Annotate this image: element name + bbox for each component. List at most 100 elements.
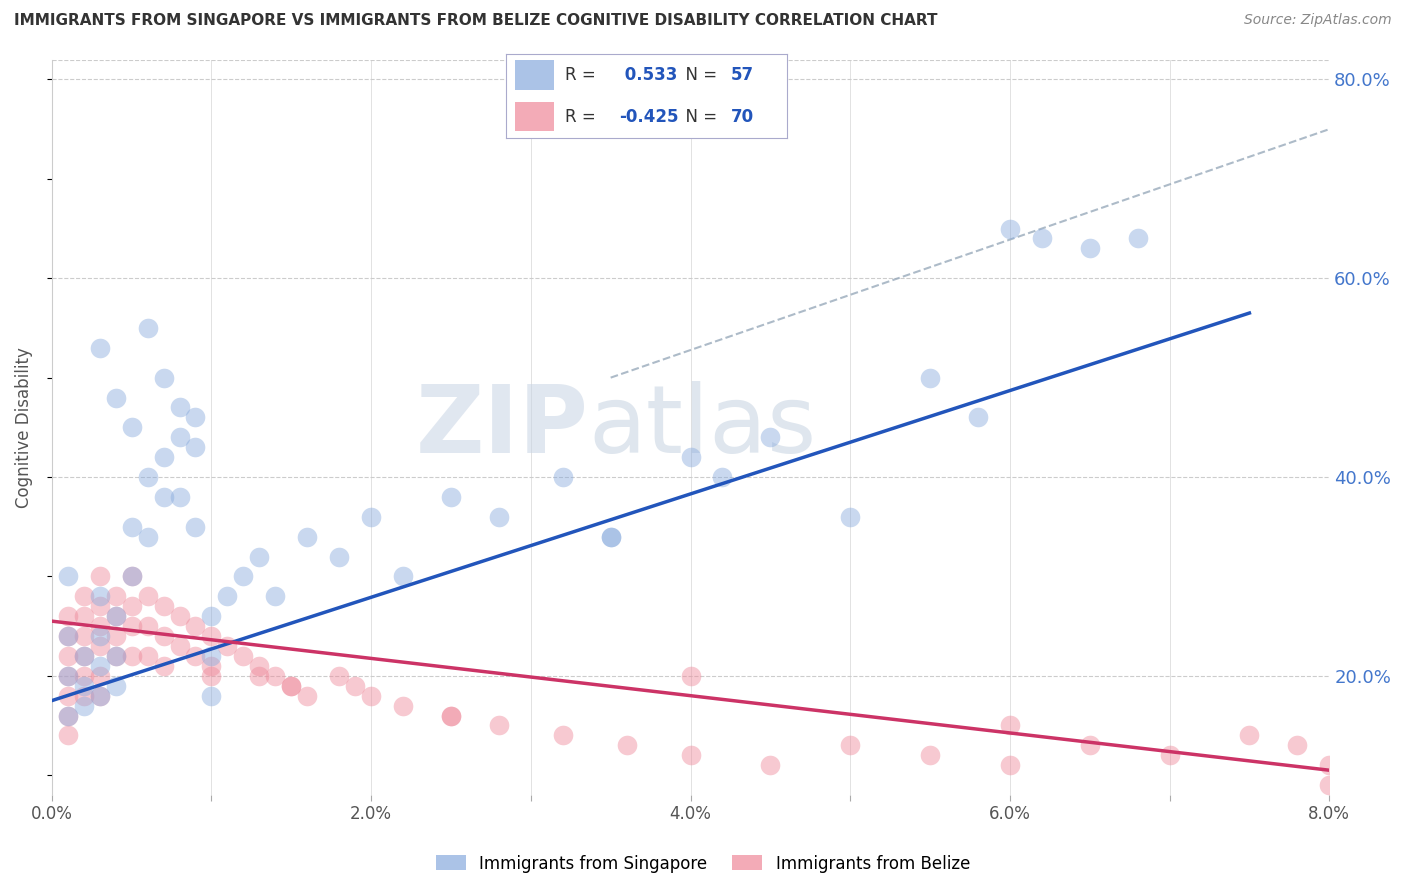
- Text: 57: 57: [731, 66, 754, 84]
- Point: [121, 648, 143, 663]
- Point: [264, 589, 287, 603]
- Point: [1317, 758, 1340, 772]
- Point: [73, 689, 96, 703]
- Point: [551, 470, 574, 484]
- Text: R =: R =: [565, 66, 596, 84]
- Point: [488, 509, 510, 524]
- Point: [184, 619, 207, 633]
- Point: [104, 609, 127, 624]
- Point: [89, 569, 111, 583]
- Point: [200, 689, 222, 703]
- Point: [1126, 231, 1149, 245]
- Point: [89, 639, 111, 653]
- Point: [56, 669, 79, 683]
- Point: [1078, 739, 1101, 753]
- Point: [56, 648, 79, 663]
- Point: [184, 519, 207, 533]
- Point: [152, 658, 174, 673]
- Point: [616, 739, 638, 753]
- Point: [73, 669, 96, 683]
- Point: [1317, 778, 1340, 792]
- Text: Source: ZipAtlas.com: Source: ZipAtlas.com: [1244, 13, 1392, 28]
- Point: [104, 648, 127, 663]
- Point: [1078, 242, 1101, 256]
- Point: [121, 599, 143, 614]
- Point: [56, 609, 79, 624]
- Text: ZIP: ZIP: [415, 382, 588, 474]
- Point: [169, 490, 191, 504]
- Point: [839, 739, 862, 753]
- Point: [184, 648, 207, 663]
- Point: [73, 698, 96, 713]
- Point: [839, 509, 862, 524]
- Point: [56, 569, 79, 583]
- Point: [89, 629, 111, 643]
- Point: [89, 658, 111, 673]
- Legend: Immigrants from Singapore, Immigrants from Belize: Immigrants from Singapore, Immigrants fr…: [429, 848, 977, 880]
- Point: [136, 530, 159, 544]
- Point: [1031, 231, 1053, 245]
- Point: [328, 549, 350, 564]
- Point: [759, 758, 782, 772]
- Point: [488, 718, 510, 732]
- Point: [679, 450, 702, 464]
- Point: [264, 669, 287, 683]
- Point: [89, 669, 111, 683]
- Point: [344, 679, 367, 693]
- Point: [599, 530, 621, 544]
- Point: [967, 410, 990, 425]
- Bar: [515, 102, 554, 131]
- Point: [998, 221, 1021, 235]
- Point: [121, 420, 143, 434]
- Point: [136, 321, 159, 335]
- Point: [73, 679, 96, 693]
- Text: R =: R =: [565, 108, 596, 126]
- Point: [232, 648, 254, 663]
- Point: [56, 708, 79, 723]
- Point: [184, 440, 207, 454]
- Point: [104, 629, 127, 643]
- Point: [998, 718, 1021, 732]
- Point: [200, 609, 222, 624]
- Point: [73, 648, 96, 663]
- Point: [1286, 739, 1309, 753]
- Text: N =: N =: [675, 108, 717, 126]
- Point: [89, 689, 111, 703]
- Point: [998, 758, 1021, 772]
- Point: [121, 569, 143, 583]
- Point: [136, 470, 159, 484]
- Point: [184, 410, 207, 425]
- Point: [392, 698, 415, 713]
- Point: [104, 648, 127, 663]
- Point: [440, 708, 463, 723]
- Point: [169, 430, 191, 444]
- Point: [360, 509, 382, 524]
- Point: [247, 669, 270, 683]
- Point: [599, 530, 621, 544]
- Point: [104, 609, 127, 624]
- Point: [711, 470, 734, 484]
- Point: [56, 629, 79, 643]
- Point: [247, 549, 270, 564]
- Point: [104, 391, 127, 405]
- Point: [440, 490, 463, 504]
- Point: [200, 658, 222, 673]
- Point: [56, 629, 79, 643]
- Point: [152, 490, 174, 504]
- Y-axis label: Cognitive Disability: Cognitive Disability: [15, 347, 32, 508]
- Text: N =: N =: [675, 66, 717, 84]
- Point: [232, 569, 254, 583]
- Point: [152, 599, 174, 614]
- Point: [56, 728, 79, 742]
- Point: [1239, 728, 1261, 742]
- Point: [169, 639, 191, 653]
- Point: [297, 530, 319, 544]
- Point: [89, 689, 111, 703]
- Point: [328, 669, 350, 683]
- Point: [247, 658, 270, 673]
- Point: [121, 519, 143, 533]
- Point: [73, 609, 96, 624]
- Point: [104, 679, 127, 693]
- Point: [121, 569, 143, 583]
- Point: [169, 609, 191, 624]
